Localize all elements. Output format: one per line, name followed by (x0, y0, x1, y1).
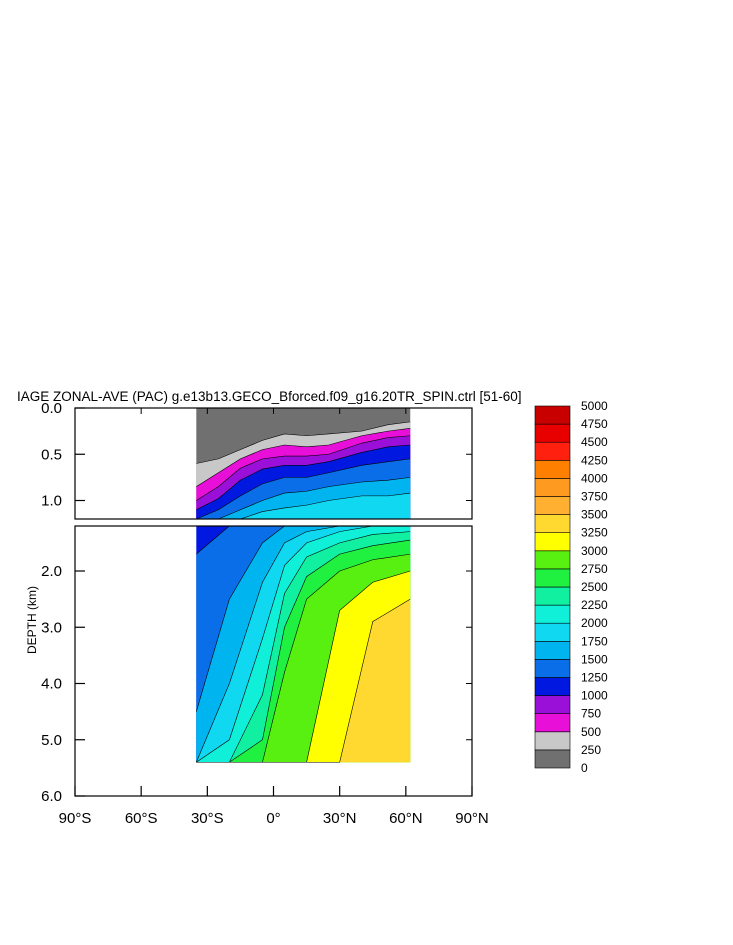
colorbar: 5000475045004250400037503500325030002750… (534, 399, 608, 775)
colorbar-swatch (534, 713, 571, 733)
colorbar-label: 250 (581, 743, 601, 757)
colorbar-swatch (534, 731, 571, 751)
colorbar-label: 4250 (581, 453, 608, 467)
y-tick-label: 5.0 (41, 732, 62, 749)
colorbar-swatch (534, 568, 571, 588)
colorbar-label: 500 (581, 725, 601, 739)
colorbar-swatch (534, 677, 571, 696)
colorbar-label: 4500 (581, 435, 608, 449)
colorbar-label: 4750 (581, 417, 608, 431)
colorbar-label: 5000 (581, 399, 608, 413)
colorbar-label: 3750 (581, 490, 608, 504)
colorbar-label: 750 (581, 707, 601, 721)
colorbar-label: 4000 (581, 471, 608, 485)
colorbar-swatch (534, 459, 571, 479)
colorbar-label: 3000 (581, 544, 608, 558)
colorbar-swatch (534, 496, 571, 515)
colorbar-swatch (534, 405, 571, 425)
contour-band-3250 (196, 599, 411, 763)
colorbar-swatch (534, 640, 571, 660)
colorbar-swatch (534, 532, 571, 552)
contour-line-2500 (196, 539, 411, 763)
contour-line-1000 (196, 444, 411, 511)
axes: 90°S 60°S 30°S 0° 30°N 60°N 90°N 0.0 0.5 1.0 2.0 3.… (41, 400, 489, 827)
colorbar-swatch (534, 604, 571, 624)
chart-title: IAGE ZONAL-AVE (PAC) g.e13b13.GECO_Bforc… (17, 389, 521, 404)
contour-line-2000 (196, 526, 411, 763)
contour-line-1750 (196, 526, 411, 763)
y-tick-label: 6.0 (41, 788, 62, 805)
colorbar-swatch (534, 622, 571, 642)
contour-line-3250 (196, 598, 411, 763)
colorbar-label: 1750 (581, 634, 608, 648)
colorbar-label: 2000 (581, 616, 608, 630)
contour-line-1750 (196, 492, 411, 519)
colorbar-swatch (534, 659, 571, 678)
upper-panel-contours (196, 408, 411, 519)
contour-line-1500 (196, 477, 411, 519)
colorbar-swatch (534, 478, 571, 497)
x-tick-label: 0° (266, 810, 280, 827)
x-tick-label: 60°N (389, 810, 423, 827)
colorbar-swatch (534, 550, 571, 570)
y-tick-label: 4.0 (41, 676, 62, 693)
colorbar-label: 1000 (581, 689, 608, 703)
x-tick-label: 30°N (323, 810, 357, 827)
colorbar-swatch (534, 441, 571, 461)
contour-line-1500 (196, 526, 411, 712)
y-axis-label: DEPTH (km) (25, 586, 39, 654)
colorbar-swatch (534, 514, 571, 533)
colorbar-label: 1500 (581, 652, 608, 666)
contour-line-750 (196, 435, 411, 501)
y-tick-label: 0.0 (41, 400, 62, 417)
colorbar-label: 2500 (581, 580, 608, 594)
contour-band-1750 (196, 493, 411, 519)
contour-line-500 (196, 428, 411, 487)
x-tick-label: 90°S (59, 810, 92, 827)
colorbar-swatch (534, 423, 571, 443)
colorbar-swatch (534, 749, 571, 769)
contour-line-1250 (196, 458, 411, 519)
x-tick-label: 60°S (125, 810, 158, 827)
x-tick-label: 30°S (191, 810, 224, 827)
contour-line-2250 (196, 531, 411, 763)
colorbar-swatch (534, 586, 571, 606)
colorbar-label: 3250 (581, 526, 608, 540)
colorbar-label: 0 (581, 761, 588, 775)
colorbar-label: 2750 (581, 562, 608, 576)
lower-panel-contours (196, 526, 411, 763)
contour-line-250 (196, 421, 411, 464)
colorbar-label: 1250 (581, 671, 608, 685)
y-tick-label: 1.0 (41, 493, 62, 510)
y-tick-label: 2.0 (41, 563, 62, 580)
colorbar-swatch (534, 695, 571, 714)
y-tick-label: 0.5 (41, 446, 62, 463)
colorbar-label: 3500 (581, 508, 608, 522)
x-tick-label: 90°N (455, 810, 489, 827)
y-tick-label: 3.0 (41, 619, 62, 636)
colorbar-label: 2250 (581, 598, 608, 612)
